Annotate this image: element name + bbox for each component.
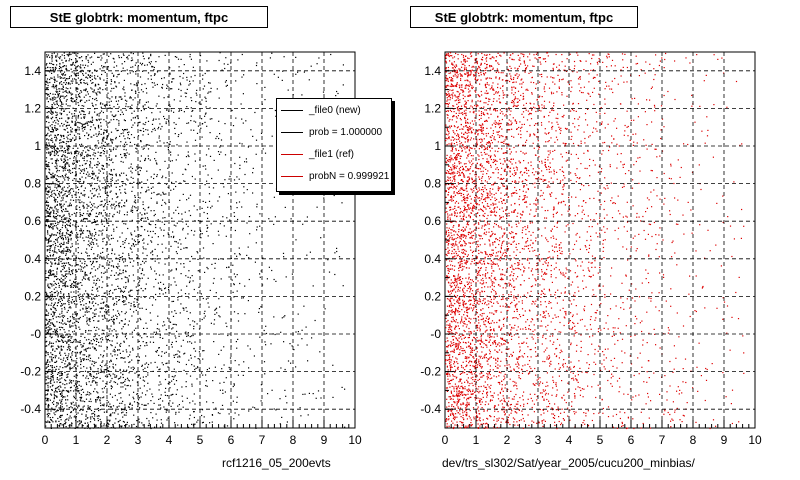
legend-swatch-prob xyxy=(281,131,303,133)
x-tick-label-1-4: 4 xyxy=(566,433,573,447)
legend-swatch-probn xyxy=(281,175,303,177)
x-tick-label-1-10: 10 xyxy=(748,433,762,447)
x-tick-label-1-6: 6 xyxy=(628,433,635,447)
x-tick-label-0-2: 2 xyxy=(104,433,111,447)
y-tick-label-1-3: 0.2 xyxy=(424,289,441,303)
legend-entry-probn: probN = 0.999921 xyxy=(281,171,389,185)
y-tick-label-0-3: 0.2 xyxy=(24,289,41,303)
x-tick-label-1-2: 2 xyxy=(504,433,511,447)
y-tick-label-1-0: -0.4 xyxy=(420,402,441,416)
legend-entry-prob: prob = 1.000000 xyxy=(281,127,382,141)
x-tick-label-1-9: 9 xyxy=(721,433,728,447)
y-tick-label-1-8: 1.2 xyxy=(424,101,441,115)
left-chart-footer: rcf1216_05_200evts xyxy=(222,456,331,470)
y-tick-label-1-1: -0.2 xyxy=(420,365,441,379)
x-tick-label-0-3: 3 xyxy=(135,433,142,447)
x-tick-label-0-8: 8 xyxy=(290,433,297,447)
y-tick-label-0-1: -0.2 xyxy=(20,365,41,379)
left-chart-title: StE globtrk: momentum, ftpc xyxy=(10,6,268,28)
legend-label-probn: probN = 0.999921 xyxy=(309,171,390,182)
y-tick-label-0-6: 0.8 xyxy=(24,177,41,191)
legend-box: _file0 (new) prob = 1.000000 _file1 (ref… xyxy=(276,98,392,192)
x-tick-label-0-9: 9 xyxy=(321,433,328,447)
y-tick-label-1-2: -0 xyxy=(430,327,441,341)
legend-swatch-file0 xyxy=(281,109,303,111)
legend-label-file0: _file0 (new) xyxy=(309,105,361,116)
y-tick-label-1-6: 0.8 xyxy=(424,177,441,191)
x-tick-label-0-1: 1 xyxy=(73,433,80,447)
x-tick-label-0-0: 0 xyxy=(42,433,49,447)
y-tick-label-0-7: 1 xyxy=(34,139,41,153)
x-tick-label-0-5: 5 xyxy=(197,433,204,447)
y-tick-label-0-0: -0.4 xyxy=(20,402,41,416)
legend-label-prob: prob = 1.000000 xyxy=(309,127,383,138)
y-tick-label-0-2: -0 xyxy=(30,327,41,341)
legend-entry-file1: _file1 (ref) xyxy=(281,149,354,163)
legend-swatch-file1 xyxy=(281,153,303,155)
y-tick-label-1-5: 0.6 xyxy=(424,214,441,228)
right-chart-title: StE globtrk: momentum, ftpc xyxy=(410,6,638,28)
legend-label-file1: _file1 (ref) xyxy=(309,149,355,160)
y-tick-label-1-9: 1.4 xyxy=(424,64,441,78)
x-tick-label-1-3: 3 xyxy=(535,433,542,447)
y-tick-label-0-4: 0.4 xyxy=(24,252,41,266)
x-tick-label-1-7: 7 xyxy=(659,433,666,447)
y-tick-label-1-7: 1 xyxy=(434,139,441,153)
x-tick-label-0-6: 6 xyxy=(228,433,235,447)
x-tick-label-1-5: 5 xyxy=(597,433,604,447)
scatter-points-1 xyxy=(445,52,745,430)
x-tick-label-0-4: 4 xyxy=(166,433,173,447)
x-tick-label-1-8: 8 xyxy=(690,433,697,447)
y-tick-label-0-5: 0.6 xyxy=(24,214,41,228)
right-chart-footer: dev/trs_sl302/Sat/year_2005/cucu200_minb… xyxy=(442,456,695,470)
y-tick-label-0-9: 1.4 xyxy=(24,64,41,78)
y-tick-label-1-4: 0.4 xyxy=(424,252,441,266)
x-tick-label-0-7: 7 xyxy=(259,433,266,447)
x-tick-label-1-1: 1 xyxy=(473,433,480,447)
plot-frame-1 xyxy=(444,51,756,429)
legend-entry-file0: _file0 (new) xyxy=(281,105,361,119)
x-tick-label-0-10: 10 xyxy=(348,433,362,447)
x-tick-label-1-0: 0 xyxy=(442,433,449,447)
y-tick-label-0-8: 1.2 xyxy=(24,101,41,115)
